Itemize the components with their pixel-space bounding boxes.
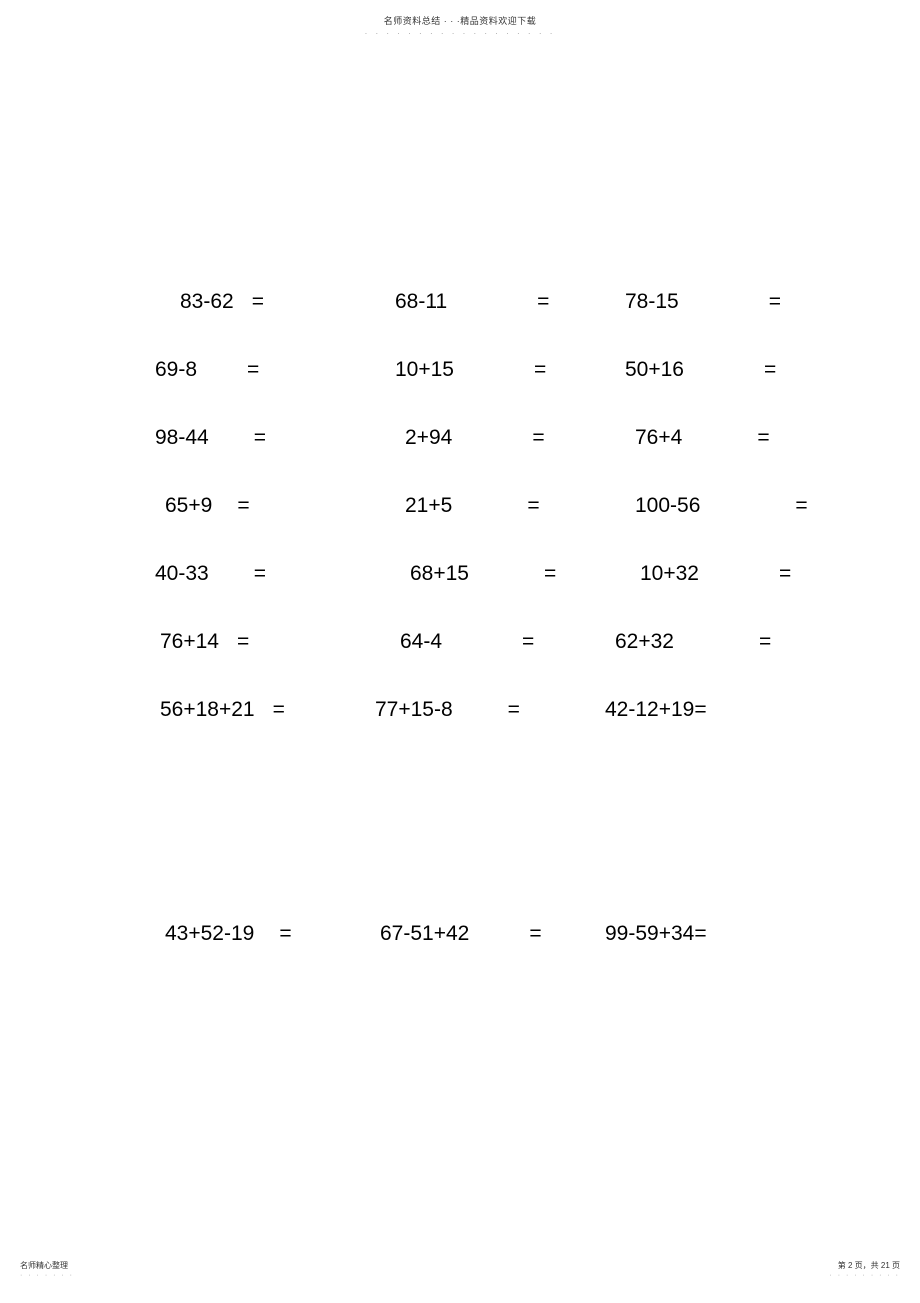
- equation-row: 65+9 = 21+5 = 100-56 =: [150, 494, 830, 518]
- equation-cell: 50+16 =: [605, 358, 830, 382]
- expression: 76+4: [635, 426, 682, 450]
- equation-cell: 64-4 =: [365, 630, 605, 654]
- footer-right: 第 2 页，共 21 页 · · · · · · · · ·: [829, 1260, 900, 1279]
- equals-sign: =: [237, 494, 249, 518]
- equals-sign: =: [522, 630, 534, 654]
- equation-row: 40-33 = 68+15 = 10+32 =: [150, 562, 830, 586]
- equals-sign: =: [254, 562, 266, 586]
- equals-sign: =: [764, 358, 776, 382]
- expression: 68+15: [410, 562, 469, 586]
- expression: 62+32: [615, 630, 674, 654]
- expression: 67-51+42: [380, 922, 469, 946]
- equals-sign: =: [544, 562, 556, 586]
- equation-cell: 77+15-8 =: [365, 698, 605, 722]
- equals-sign: =: [273, 698, 285, 722]
- equals-sign: =: [534, 358, 546, 382]
- expression: 50+16: [625, 358, 684, 382]
- expression: 10+32: [640, 562, 699, 586]
- equation-cell: 2+94 =: [365, 426, 605, 450]
- expression: 40-33: [155, 562, 209, 586]
- equation-cell: 83-62 =: [150, 290, 365, 314]
- equals-sign: =: [532, 426, 544, 450]
- expression: 76+14: [160, 630, 219, 654]
- equation-cell: 76+4 =: [605, 426, 830, 450]
- header-text: 名师资料总结 · · ·精品资料欢迎下载: [0, 14, 920, 27]
- equation-row: 69-8 = 10+15 = 50+16 =: [150, 358, 830, 382]
- equation-row: 98-44 = 2+94 = 76+4 =: [150, 426, 830, 450]
- footer-left-dots: · · · · · · ·: [20, 1272, 74, 1279]
- equation-row: 76+14 = 64-4 = 62+32 =: [150, 630, 830, 654]
- equation-cell: 42-12+19=: [605, 698, 830, 722]
- equals-sign: =: [759, 630, 771, 654]
- equation-cell: 65+9 =: [150, 494, 365, 518]
- equals-sign: =: [247, 358, 259, 382]
- equals-sign: =: [254, 426, 266, 450]
- expression: 43+52-19: [165, 922, 254, 946]
- equals-sign: =: [508, 698, 520, 722]
- expression: 2+94: [405, 426, 452, 450]
- footer-right-text: 第 2 页，共 21 页: [829, 1260, 900, 1271]
- expression: 65+9: [165, 494, 212, 518]
- footer-right-dots: · · · · · · · · ·: [829, 1272, 900, 1279]
- expression: 83-62: [180, 290, 234, 314]
- equation-cell: 56+18+21 =: [150, 698, 365, 722]
- footer-left-text: 名师精心整理: [20, 1260, 74, 1271]
- equation-cell: 62+32 =: [605, 630, 830, 654]
- equation-row: 83-62 = 68-11 = 78-15 =: [150, 290, 830, 314]
- equation-cell: 43+52-19 =: [150, 922, 365, 946]
- equation-cell: 10+15 =: [365, 358, 605, 382]
- expression: 69-8: [155, 358, 197, 382]
- expression: 77+15-8: [375, 698, 453, 722]
- equation-cell: 68+15 =: [365, 562, 605, 586]
- header-dots: · · · · · · · · · · · · · · · · · ·: [0, 29, 920, 38]
- equation-cell: 10+32 =: [605, 562, 830, 586]
- equation-cell: 100-56 =: [605, 494, 830, 518]
- equation-cell: 68-11 =: [365, 290, 605, 314]
- equals-sign: =: [237, 630, 249, 654]
- expression: 78-15: [625, 290, 679, 314]
- equation-cell: 98-44 =: [150, 426, 365, 450]
- equals-sign: =: [527, 494, 539, 518]
- equation-cell: 40-33 =: [150, 562, 365, 586]
- equation-cell: 69-8 =: [150, 358, 365, 382]
- equals-sign: =: [769, 290, 781, 314]
- math-worksheet: 83-62 = 68-11 = 78-15 = 69-8 = 10+15 = 5…: [150, 290, 830, 990]
- equation-cell: 78-15 =: [605, 290, 830, 314]
- equals-sign: =: [529, 922, 541, 946]
- equals-sign: =: [757, 426, 769, 450]
- expression: 98-44: [155, 426, 209, 450]
- footer-left: 名师精心整理 · · · · · · ·: [20, 1260, 74, 1279]
- equation-row: 56+18+21 = 77+15-8 = 42-12+19=: [150, 698, 830, 722]
- equation-cell: 67-51+42 =: [365, 922, 605, 946]
- equation-cell: 21+5 =: [365, 494, 605, 518]
- equation-cell: 99-59+34=: [605, 922, 830, 946]
- page-header: 名师资料总结 · · ·精品资料欢迎下载 · · · · · · · · · ·…: [0, 14, 920, 38]
- equals-sign: =: [779, 562, 791, 586]
- equation-row: 43+52-19 = 67-51+42 = 99-59+34=: [150, 922, 830, 946]
- equation-cell: 76+14 =: [150, 630, 365, 654]
- expression: 68-11: [395, 290, 447, 314]
- expression: 100-56: [635, 494, 700, 518]
- expression: 21+5: [405, 494, 452, 518]
- equals-sign: =: [537, 290, 549, 314]
- expression: 56+18+21: [160, 698, 255, 722]
- expression: 10+15: [395, 358, 454, 382]
- equals-sign: =: [252, 290, 264, 314]
- equals-sign: =: [279, 922, 291, 946]
- expression: 99-59+34=: [605, 922, 707, 946]
- expression: 42-12+19=: [605, 698, 707, 722]
- expression: 64-4: [400, 630, 442, 654]
- equals-sign: =: [795, 494, 807, 518]
